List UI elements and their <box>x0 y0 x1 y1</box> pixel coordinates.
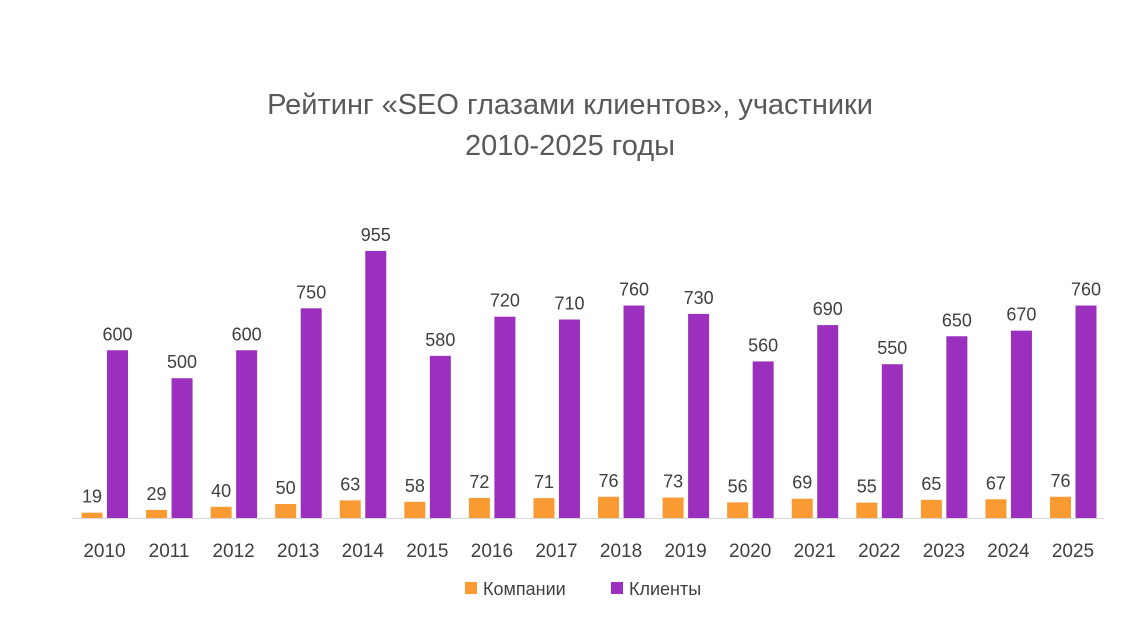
bar-companies-2014 <box>339 500 361 518</box>
x-tick-label-2024: 2024 <box>987 541 1030 562</box>
bar-clients-2021 <box>817 325 839 518</box>
bar-companies-2022 <box>856 502 878 518</box>
bar-clients-2012 <box>236 350 258 518</box>
bar-clients-2015 <box>429 355 451 518</box>
data-label-clients-2012: 600 <box>232 324 262 344</box>
bar-companies-2024 <box>985 499 1007 518</box>
x-tick-label-2019: 2019 <box>664 541 706 562</box>
data-label-companies-2017: 71 <box>534 472 554 492</box>
data-label-clients-2023: 650 <box>942 310 972 330</box>
data-label-clients-2016: 720 <box>490 291 520 311</box>
bar-clients-2013 <box>300 308 322 518</box>
data-label-clients-2011: 500 <box>167 352 197 372</box>
bar-companies-2013 <box>275 504 297 518</box>
x-tick-label-2015: 2015 <box>406 541 448 562</box>
bar-companies-2021 <box>791 498 813 518</box>
x-tick-label-2016: 2016 <box>471 541 513 562</box>
data-label-companies-2012: 40 <box>211 481 231 501</box>
x-tick-label-2022: 2022 <box>858 541 900 562</box>
data-label-companies-2019: 73 <box>663 472 683 492</box>
x-tick-label-2013: 2013 <box>277 541 319 562</box>
x-tick-label-2010: 2010 <box>83 541 125 562</box>
bar-clients-2018 <box>623 305 645 518</box>
x-tick-label-2018: 2018 <box>600 541 642 562</box>
legend-swatch-companies <box>465 582 477 594</box>
bar-companies-2016 <box>468 497 490 518</box>
data-label-clients-2018: 760 <box>619 280 649 300</box>
bar-clients-2022 <box>881 364 903 518</box>
x-tick-label-2014: 2014 <box>342 541 385 562</box>
bar-companies-2010 <box>81 512 103 518</box>
bar-clients-2017 <box>558 319 580 518</box>
data-label-clients-2022: 550 <box>877 338 907 358</box>
data-label-clients-2014: 955 <box>361 225 391 245</box>
data-label-clients-2021: 690 <box>813 299 843 319</box>
data-label-clients-2019: 730 <box>684 288 714 308</box>
bar-companies-2015 <box>404 501 426 518</box>
data-label-companies-2018: 76 <box>599 471 619 491</box>
bar-clients-2016 <box>494 316 516 518</box>
data-label-clients-2025: 760 <box>1071 280 1101 300</box>
data-label-clients-2020: 560 <box>748 335 778 355</box>
x-tick-label-2025: 2025 <box>1052 541 1094 562</box>
bar-companies-2017 <box>533 498 555 518</box>
bar-clients-2010 <box>107 350 128 518</box>
bar-companies-2023 <box>920 499 942 518</box>
bar-companies-2018 <box>598 496 620 518</box>
data-label-companies-2013: 50 <box>276 478 296 498</box>
x-axis-ticks: 2010 2011 2012 2013 2014 2015 2016 2017 2018 2019… <box>83 541 1094 562</box>
data-label-companies-2011: 29 <box>147 484 167 504</box>
bars-group: 19 600 29 500 40 600 50 750 63 955 58 580 72 720 71 710… <box>81 225 1101 518</box>
data-label-companies-2016: 72 <box>469 472 489 492</box>
data-label-companies-2022: 55 <box>857 477 877 497</box>
chart-title-line-1: Рейтинг «SEO глазами клиентов», участник… <box>267 89 873 121</box>
data-label-clients-2024: 670 <box>1006 305 1036 325</box>
x-tick-label-2020: 2020 <box>729 541 771 562</box>
data-label-companies-2025: 76 <box>1050 471 1070 491</box>
bar-companies-2019 <box>662 497 684 518</box>
bar-companies-2012 <box>210 506 232 518</box>
bar-clients-2011 <box>171 378 193 518</box>
bar-clients-2023 <box>946 336 968 518</box>
x-tick-label-2021: 2021 <box>794 541 836 562</box>
data-label-clients-2010: 600 <box>102 324 132 344</box>
chart-title-line-2: 2010-2025 годы <box>465 130 675 162</box>
bar-companies-2020 <box>727 502 749 518</box>
data-label-companies-2021: 69 <box>792 473 812 493</box>
data-label-companies-2024: 67 <box>986 473 1006 493</box>
x-tick-label-2012: 2012 <box>212 541 254 562</box>
legend-label-companies: Компании <box>483 579 566 599</box>
bar-clients-2014 <box>365 251 387 518</box>
legend-swatch-clients <box>611 582 623 594</box>
bar-companies-2011 <box>146 509 168 518</box>
data-label-clients-2015: 580 <box>425 330 455 350</box>
bar-companies-2025 <box>1050 496 1071 518</box>
data-label-companies-2020: 56 <box>728 476 748 496</box>
bar-clients-2019 <box>688 313 710 518</box>
data-label-clients-2017: 710 <box>554 293 584 313</box>
x-tick-label-2023: 2023 <box>923 541 965 562</box>
data-label-clients-2013: 750 <box>296 282 326 302</box>
legend: Компании Клиенты <box>465 579 701 599</box>
bar-clients-2025 <box>1075 305 1097 518</box>
x-tick-label-2011: 2011 <box>149 541 190 562</box>
bar-clients-2020 <box>752 361 774 518</box>
legend-label-clients: Клиенты <box>629 579 701 599</box>
data-label-companies-2015: 58 <box>405 476 425 496</box>
x-tick-label-2017: 2017 <box>535 541 577 562</box>
data-label-companies-2010: 19 <box>82 487 102 507</box>
data-label-companies-2014: 63 <box>340 474 360 494</box>
data-label-companies-2023: 65 <box>921 474 941 494</box>
bar-clients-2024 <box>1010 330 1032 518</box>
